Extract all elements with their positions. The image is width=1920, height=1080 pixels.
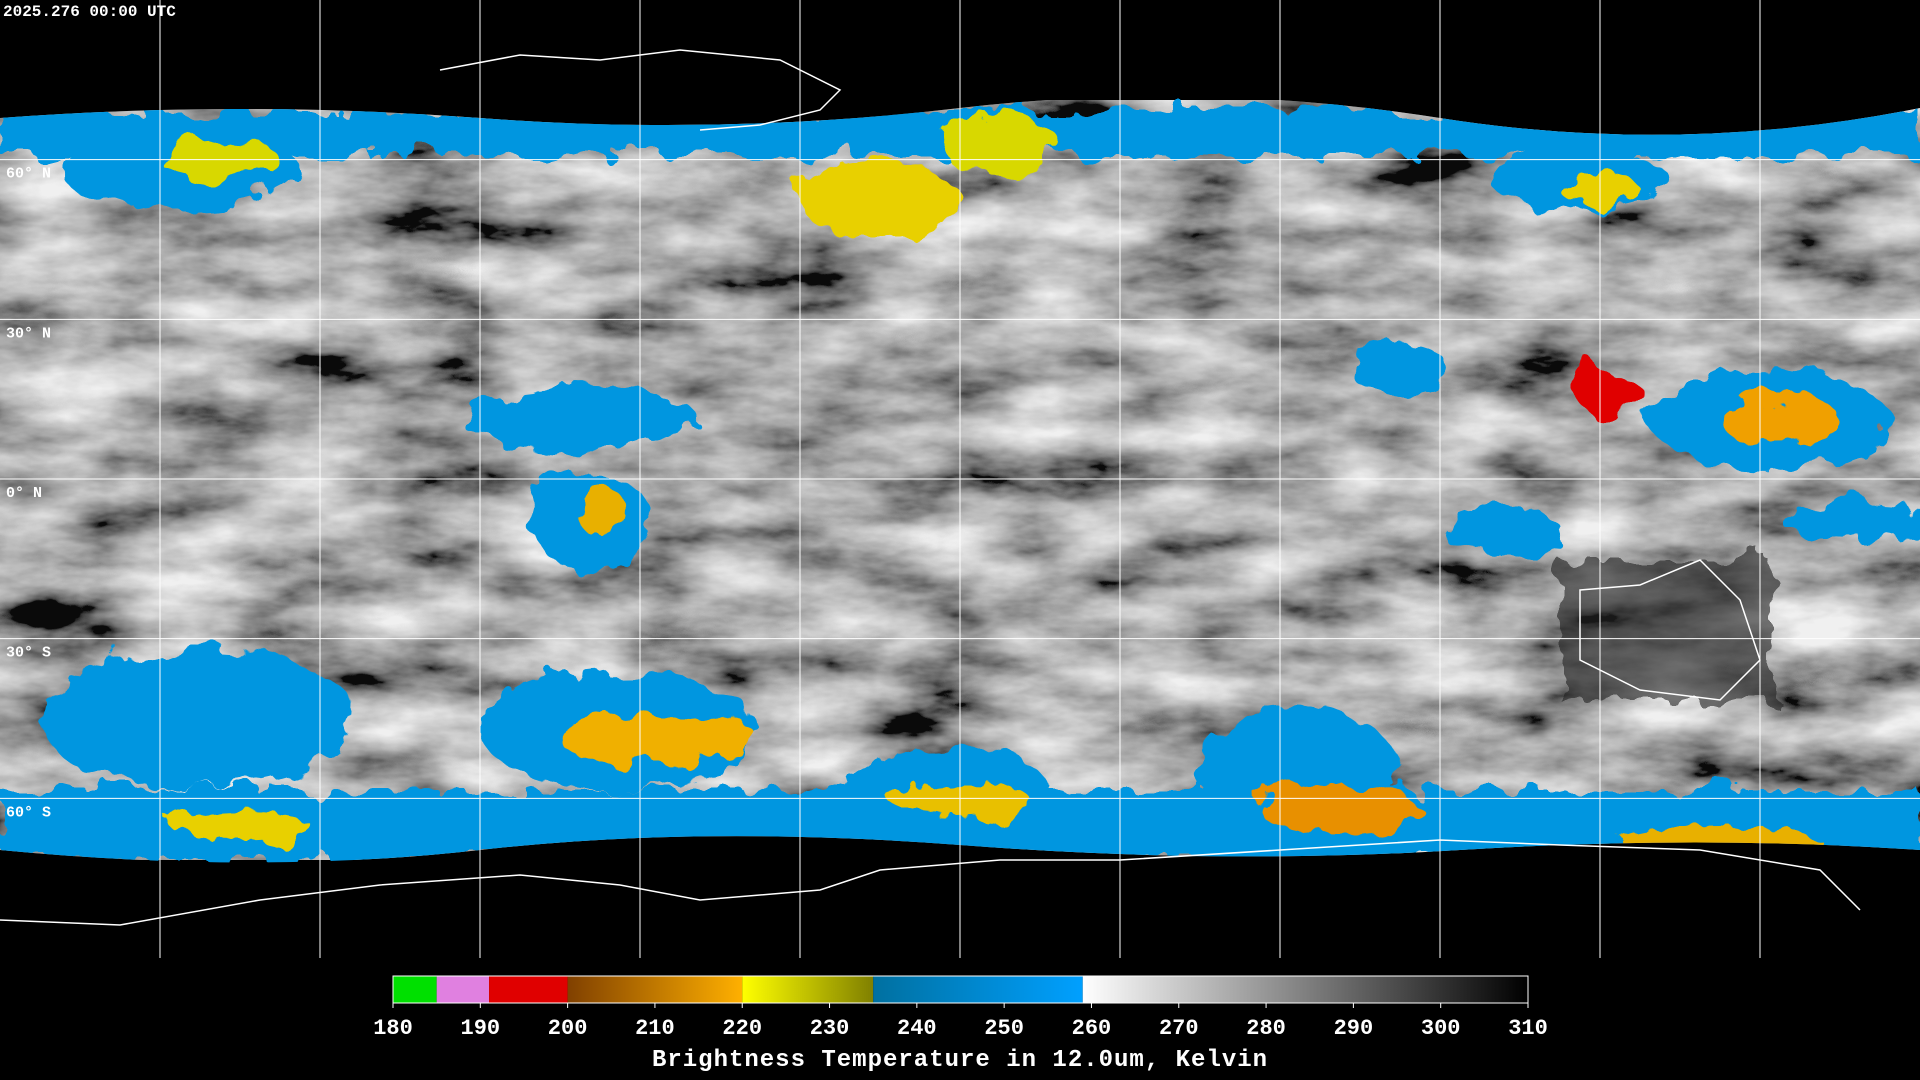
- colorbar-segment: [1082, 976, 1528, 1003]
- colorbar-tick-label: 210: [635, 1016, 675, 1041]
- colorbar-segment: [489, 976, 568, 1003]
- lat-label: 30° S: [6, 645, 51, 662]
- colorbar-tick-label: 310: [1508, 1016, 1548, 1041]
- colorbar-segment: [873, 976, 1083, 1003]
- colorbar-tick-label: 180: [373, 1016, 413, 1041]
- colorbar-frame: [392, 975, 1529, 1004]
- colorbar-segment: [436, 976, 490, 1003]
- colorbar-tick-label: 250: [984, 1016, 1024, 1041]
- colorbar-tick-label: 190: [461, 1016, 501, 1041]
- colorbar-segment: [742, 976, 874, 1003]
- graticule: [0, 0, 1920, 958]
- lat-label: 30° N: [6, 325, 51, 342]
- colorbar-tick-label: 240: [897, 1016, 937, 1041]
- colorbar-tick-label: 220: [722, 1016, 762, 1041]
- lat-label: 60° N: [6, 166, 51, 183]
- colorbar-tick-label: 300: [1421, 1016, 1461, 1041]
- dry-region: [1560, 560, 1770, 700]
- colorbar-segment: [393, 976, 437, 1003]
- colorbar-title: Brightness Temperature in 12.0um, Kelvin: [652, 1047, 1268, 1074]
- coastline: [439, 49, 842, 131]
- colorbar-tick-label: 290: [1334, 1016, 1374, 1041]
- colorbar-tick-label: 270: [1159, 1016, 1199, 1041]
- colorbar-tick-label: 280: [1246, 1016, 1286, 1041]
- colorbar-tick-label: 200: [548, 1016, 588, 1041]
- coastline: [0, 839, 1861, 926]
- lat-label: 60° S: [6, 804, 51, 821]
- timestamp: 2025.276 00:00 UTC: [3, 3, 176, 21]
- lat-label: 0° N: [6, 485, 42, 502]
- colorbar-segment: [567, 976, 743, 1003]
- colorbar-tick-label: 230: [810, 1016, 850, 1041]
- colorbar-tick-label: 260: [1072, 1016, 1112, 1041]
